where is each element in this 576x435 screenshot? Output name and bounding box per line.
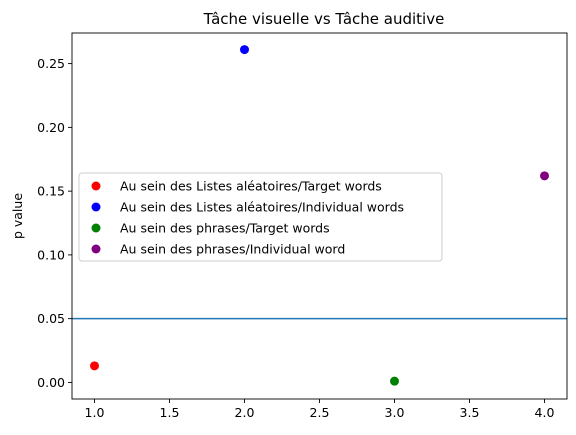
legend-marker [91, 244, 101, 254]
legend-marker [91, 181, 101, 191]
data-point [540, 171, 549, 181]
plot-area: 1.0 1.5 2.0 2.5 3.0 3.5 4.0 0.00 0.05 0.10 0.15 0.2… [37, 32, 568, 420]
x-tick-label: 4.0 [535, 405, 555, 420]
x-tick-label: 2.5 [310, 405, 330, 420]
legend-label: Au sein des Listes aléatoires/Target wor… [120, 179, 382, 194]
legend: Au sein des Listes aléatoires/Target wor… [78, 172, 443, 262]
x-tick-label: 2.0 [235, 405, 255, 420]
y-tick-label: 0.15 [37, 184, 65, 199]
legend-marker [91, 202, 101, 212]
x-tick-label: 1.0 [85, 405, 105, 420]
data-point [390, 376, 399, 386]
y-axis-label: p value [10, 193, 25, 239]
y-tick-label: 0.20 [37, 120, 65, 135]
legend-label: Au sein des Listes aléatoires/Individual… [120, 200, 404, 215]
y-tick-label: 0.10 [37, 247, 65, 262]
y-tick-label: 0.00 [37, 375, 65, 390]
data-point [90, 361, 99, 371]
data-point [240, 45, 249, 55]
legend-label: Au sein des phrases/Target words [120, 221, 330, 236]
x-tick-label: 1.5 [160, 405, 180, 420]
x-tick-label: 3.5 [460, 405, 480, 420]
legend-label: Au sein des phrases/Individual word [120, 242, 345, 257]
y-tick-label: 0.05 [37, 311, 65, 326]
legend-frame [78, 172, 443, 262]
x-tick-label: 3.0 [385, 405, 405, 420]
chart-title: Tâche visuelle vs Tâche auditive [203, 10, 445, 28]
y-tick-label: 0.25 [37, 56, 65, 71]
legend-marker [91, 223, 101, 233]
